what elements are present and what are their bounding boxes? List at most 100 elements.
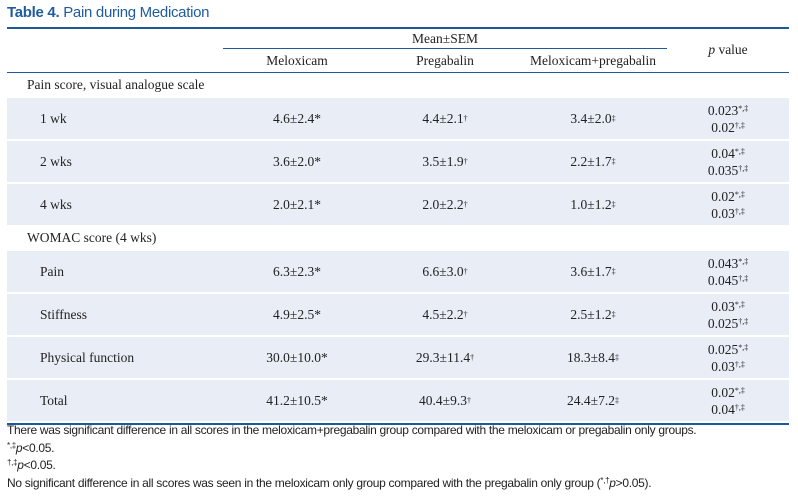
footnote-3-sup: †,‡ [7,458,18,467]
row-label: 4 wks [40,196,72,212]
pvalue-text: 0.02 [711,385,735,400]
value-text: 30.0±10.0* [266,349,328,365]
pvalue-text: 0.02 [711,120,735,135]
value-cell: 2.0±2.2 † [422,196,468,212]
group-header-rule [223,48,667,49]
pvalue-superscript: *,‡ [734,190,745,199]
row-label: Stiffness [40,306,88,322]
value-cell: 3.6±2.0* [223,141,371,182]
pvalue-cell: 0.025*,‡ 0.03†,‡ [667,341,789,375]
pvalue-text: 0.035 [707,163,739,178]
column-header-pvalue: p value [667,42,789,58]
pvalue-cell: 0.02*,‡ 0.03†,‡ [667,188,789,222]
value-cell: 4.6±2.4* [223,98,371,139]
value-text: 4.6±2.4* [273,110,321,126]
pvalue-text: 0.043 [707,256,739,271]
pvalue-superscript: *,‡ [734,147,745,156]
pvalue-line: 0.023*,‡ [667,102,789,119]
footnote-2-p: p [15,440,23,455]
footnote-4-sup: *,† [600,475,610,485]
pvalue-text: 0.03 [711,359,735,374]
pvalue-rest: value [715,42,748,57]
value-cell: 3.5±1.9 † [422,153,468,169]
value-cell: 40.4±9.3 † [419,392,471,408]
pvalue-superscript: *,‡ [734,386,745,395]
value-cell: 2.0±2.1* [223,184,371,225]
table-footnotes: There was significant difference in all … [7,422,697,493]
value-text: 4.9±2.5* [273,306,321,322]
pvalue-line: 0.02†,‡ [667,119,789,136]
value-text: 3.6±1.7 [570,263,612,279]
pvalue-cell: 0.043*,‡ 0.045†,‡ [667,255,789,289]
value-text: 3.6±2.0* [273,153,321,169]
pvalue-superscript: †,‡ [734,121,745,130]
value-cell: 24.4±7.2 ‡ [567,392,619,408]
group-header: Mean±SEM [412,31,478,46]
pvalue-text: 0.03 [711,206,735,221]
value-text: 1.0±1.2 [570,196,612,212]
footnote-3-rest: <0.05. [23,458,56,472]
pvalue-superscript: †,‡ [738,317,749,326]
section-label: Pain score, visual analogue scale [27,77,205,92]
value-cell: 6.6±3.0 † [422,263,468,279]
row-label: 1 wk [40,110,67,126]
pvalue-text: 0.04 [711,146,735,161]
pvalue-line: 0.03†,‡ [667,358,789,375]
pvalue-superscript: †,‡ [738,164,749,173]
value-cell: 29.3±11.4 † [415,349,475,365]
row-label: Pain [40,263,65,279]
pvalue-italic: p [708,42,716,57]
table-number: Table 4. [7,4,60,21]
value-text: 2.2±1.7 [570,153,612,169]
value-text: 2.0±2.2 [422,196,464,212]
bottom-rule [7,423,789,425]
column-header-combination: Meloxicam+pregabalin [529,53,657,68]
table-row: Total 41.2±10.5* 40.4±9.3 † 24.4±7.2 ‡ 0.02*,‡… [7,380,789,421]
pvalue-cell: 0.02*,‡ 0.04†,‡ [667,384,789,418]
value-text: 2.5±1.2 [570,306,612,322]
table-row: Stiffness 4.9±2.5* 4.5±2.2 † 2.5±1.2 ‡ 0.03*,‡… [7,294,789,335]
pvalue-text: 0.03 [711,299,735,314]
pvalue-superscript: *,‡ [738,104,749,113]
table-title: Table 4. Pain during Medication [7,4,210,21]
pvalue-line: 0.04*,‡ [667,145,789,162]
value-text: 4.5±2.2 [422,306,464,322]
section-label: WOMAC score (4 wks) [27,230,157,245]
top-rule [7,27,789,29]
row-label: Physical function [40,349,135,365]
value-cell: 4.4±2.1 † [422,110,468,126]
footnote-4: No significant difference in all scores … [7,475,696,493]
value-cell: 2.5±1.2 ‡ [570,306,616,322]
value-text: 3.5±1.9 [422,153,464,169]
pvalue-text: 0.025 [707,316,739,331]
pvalue-text: 0.04 [711,402,735,417]
value-cell: 2.2±1.7 ‡ [570,153,616,169]
footnote-1: There was significant difference in all … [7,423,697,437]
row-label: Total [40,392,68,408]
pvalue-line: 0.035†,‡ [667,162,789,179]
pvalue-superscript: †,‡ [738,274,749,283]
pvalue-superscript: *,‡ [738,257,749,266]
pvalue-line: 0.045†,‡ [667,272,789,289]
footnote-3: †,‡p<0.05. [7,457,696,475]
section-row: Pain score, visual analogue scale [7,73,789,97]
pvalue-superscript: †,‡ [734,207,745,216]
column-header-meloxicam: Meloxicam [266,53,328,68]
pvalue-text: 0.02 [711,189,735,204]
footnote-4-pre: No significant difference in all scores … [7,475,601,490]
pvalue-line: 0.04†,‡ [667,401,789,418]
value-cell: 3.6±1.7 ‡ [570,263,616,279]
footnote-2-rest: <0.05. [22,440,55,455]
value-text: 29.3±11.4 [415,349,471,365]
value-text: 18.3±8.4 [567,349,615,365]
pvalue-superscript: *,‡ [734,300,745,309]
footnote-4-p: p [609,475,616,490]
pvalue-superscript: †,‡ [734,360,745,369]
value-cell: 6.3±2.3* [223,251,371,292]
pvalue-cell: 0.023*,‡ 0.02†,‡ [667,102,789,136]
table-row: 4 wks 2.0±2.1* 2.0±2.2 † 1.0±1.2 ‡ 0.02*,‡ 0.03… [7,184,789,225]
row-label: 2 wks [40,153,72,169]
pvalue-superscript: *,‡ [738,343,749,352]
value-text: 41.2±10.5* [266,392,328,408]
value-text: 4.4±2.1 [422,110,464,126]
